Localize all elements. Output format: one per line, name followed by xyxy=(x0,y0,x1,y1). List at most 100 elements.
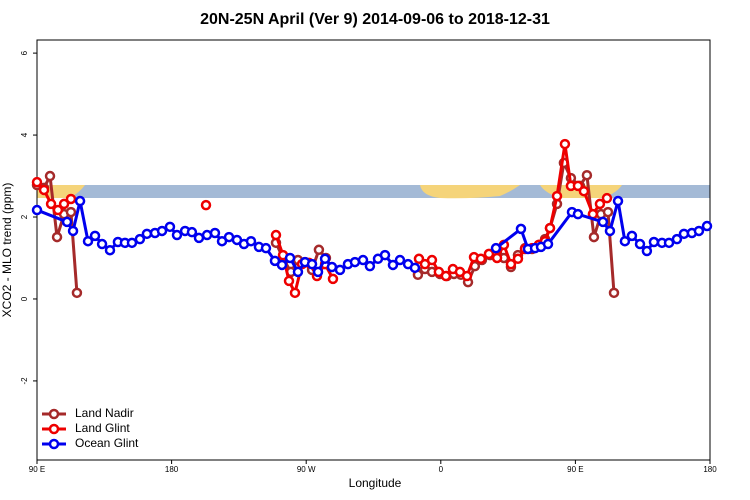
point xyxy=(641,245,653,257)
point xyxy=(65,206,77,218)
point xyxy=(387,259,399,271)
point xyxy=(612,195,624,207)
point xyxy=(634,238,646,250)
point xyxy=(45,198,57,210)
point xyxy=(551,190,563,202)
point xyxy=(515,223,527,235)
point xyxy=(141,228,153,240)
point xyxy=(409,262,421,274)
point xyxy=(648,236,660,248)
point xyxy=(171,229,183,241)
point xyxy=(71,287,83,299)
point xyxy=(542,238,554,250)
point xyxy=(164,221,176,233)
point xyxy=(483,248,495,260)
x-tick-label: 90 E xyxy=(567,465,583,474)
point xyxy=(61,216,73,228)
ocean-strip xyxy=(37,185,710,198)
y-axis-label: XCO2 - MLO trend (ppm) xyxy=(0,183,14,318)
point xyxy=(663,237,675,249)
point xyxy=(588,231,600,243)
point xyxy=(306,258,318,270)
point xyxy=(626,230,638,242)
y-tick-label: 4 xyxy=(20,132,29,137)
point xyxy=(544,222,556,234)
point xyxy=(581,169,593,181)
point xyxy=(31,176,43,188)
x-tick-label: 180 xyxy=(165,465,179,474)
point xyxy=(89,230,101,242)
land-strip xyxy=(420,185,520,199)
point xyxy=(51,231,63,243)
point xyxy=(597,216,609,228)
legend-marker xyxy=(48,408,60,420)
point xyxy=(512,253,524,265)
point xyxy=(357,254,369,266)
point xyxy=(186,226,198,238)
point xyxy=(326,261,338,273)
point xyxy=(270,229,282,241)
point xyxy=(491,252,503,264)
point xyxy=(193,232,205,244)
legend-label: Ocean Glint xyxy=(75,436,139,450)
point xyxy=(74,195,86,207)
x-tick-label: 180 xyxy=(703,465,717,474)
point xyxy=(289,287,301,299)
point xyxy=(394,254,406,266)
legend-label: Land Glint xyxy=(75,421,130,435)
point xyxy=(134,233,146,245)
point xyxy=(475,253,487,265)
point xyxy=(349,256,361,268)
point xyxy=(671,233,683,245)
point xyxy=(104,244,116,256)
point xyxy=(379,249,391,261)
point xyxy=(578,185,590,197)
point xyxy=(490,242,502,254)
point xyxy=(260,242,272,254)
point xyxy=(276,259,288,271)
y-tick-label: 6 xyxy=(20,50,29,55)
x-tick-label: 90 W xyxy=(297,465,316,474)
point xyxy=(312,266,324,278)
point xyxy=(559,138,571,150)
legend-marker xyxy=(48,438,60,450)
point xyxy=(82,235,94,247)
point xyxy=(209,227,221,239)
point xyxy=(52,204,64,216)
point xyxy=(364,260,376,272)
point xyxy=(284,252,296,264)
point xyxy=(44,170,56,182)
point xyxy=(602,206,614,218)
point xyxy=(327,273,339,285)
point xyxy=(701,220,713,232)
point xyxy=(245,235,257,247)
point xyxy=(334,264,346,276)
x-tick-label: 90 E xyxy=(29,465,45,474)
point xyxy=(292,266,304,278)
point xyxy=(58,198,70,210)
point xyxy=(594,198,606,210)
point xyxy=(126,237,138,249)
point xyxy=(156,225,168,237)
legend-marker xyxy=(48,423,60,435)
point xyxy=(461,270,473,282)
point xyxy=(31,204,43,216)
point xyxy=(96,238,108,250)
point xyxy=(200,199,212,211)
point xyxy=(601,192,613,204)
point xyxy=(619,235,631,247)
point xyxy=(38,184,50,196)
plot-frame xyxy=(36,39,711,461)
point xyxy=(313,244,325,256)
point xyxy=(67,225,79,237)
chart-title: 20N-25N April (Ver 9) 2014-09-06 to 2018… xyxy=(200,11,550,28)
x-tick-label: 0 xyxy=(439,465,444,474)
point xyxy=(572,208,584,220)
x-axis-label: Longitude xyxy=(349,476,402,490)
point xyxy=(505,258,517,270)
legend-label: Land Nadir xyxy=(75,406,134,420)
